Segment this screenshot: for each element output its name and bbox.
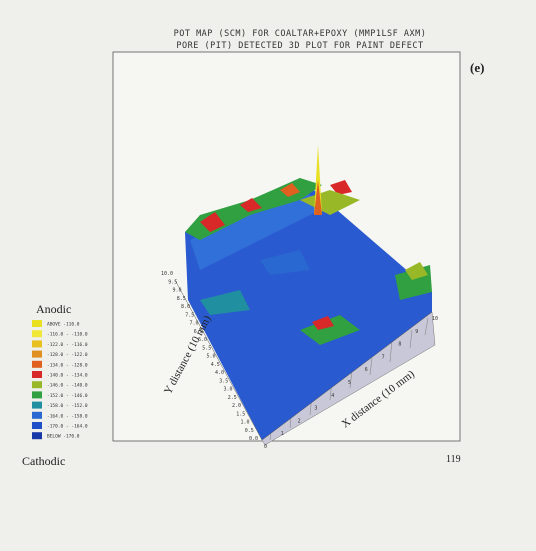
y-tick-label: 8.0 (181, 304, 190, 310)
y-tick-label: 6.0 (198, 337, 207, 343)
y-tick-label: 4.5 (211, 362, 220, 368)
legend-label: -140.0 - -134.0 (47, 373, 88, 379)
x-tick-label: 6 (365, 367, 368, 373)
x-tick-label: 8 (398, 342, 401, 348)
x-tick-label: 9 (415, 329, 418, 335)
legend-swatch (32, 401, 42, 409)
x-tick-label: 10 (432, 316, 438, 322)
page-number: 119 (446, 454, 461, 465)
x-tick-label: 2 (298, 418, 301, 424)
surface-plot (174, 145, 436, 446)
y-tick-label: 2.5 (228, 395, 237, 401)
y-tick-label: 1.5 (236, 411, 245, 417)
y-tick-label: 9.0 (172, 288, 181, 294)
y-tick-label: 5.5 (202, 345, 211, 351)
legend-swatch (32, 320, 42, 327)
y-tick-label: 3.5 (219, 378, 228, 384)
y-tick-label: 7.0 (189, 321, 198, 327)
y-tick-label: 10.0 (161, 271, 173, 277)
y-tick-label: 0.5 (245, 428, 254, 434)
y-tick-label: 0.0 (249, 436, 258, 442)
legend-label: -146.0 - -140.0 (47, 383, 88, 389)
y-tick-label: 8.5 (177, 296, 186, 302)
title-line: POT MAP (SCM) FOR COALTAR+EPOXY (MMP1LSF… (174, 29, 427, 39)
legend-label: ABOVE -110.0 (47, 322, 80, 328)
legend-swatch (32, 340, 42, 348)
y-tick-label: 1.0 (240, 420, 249, 426)
y-tick-label: 7.5 (185, 312, 194, 318)
y-tick-label: 2.0 (232, 403, 241, 409)
x-tick-label: 1 (281, 431, 284, 437)
legend-label: -170.0 - -164.0 (47, 424, 88, 430)
legend-swatch (32, 381, 42, 389)
y-tick-label: 9.5 (168, 279, 177, 285)
legend-title: Anodic (36, 302, 71, 316)
x-tick-label: 0 (264, 444, 267, 450)
x-tick-label: 3 (314, 406, 317, 412)
legend-label: -116.0 - -110.0 (47, 332, 88, 338)
x-tick-label: 4 (331, 393, 334, 399)
legend-swatch (32, 350, 42, 358)
legend-swatch (32, 432, 42, 440)
title-line: PORE (PIT) DETECTED 3D PLOT FOR PAINT DE… (176, 41, 423, 51)
legend-swatch (32, 411, 42, 419)
legend-label: -122.0 - -116.0 (47, 342, 88, 348)
legend-label: -152.0 - -146.0 (47, 393, 88, 399)
legend-label: BELOW -170.0 (47, 434, 80, 440)
legend-swatch (32, 422, 42, 429)
legend-swatch (32, 360, 42, 368)
legend-label: -158.0 - -152.0 (47, 403, 88, 409)
y-tick-label: 3.0 (223, 387, 232, 393)
legend-label: -164.0 - -158.0 (47, 413, 88, 419)
legend-swatch (32, 391, 42, 399)
y-tick-label: 5.0 (206, 354, 215, 360)
panel-label: (e) (470, 60, 484, 75)
legend-label: -134.0 - -128.0 (47, 362, 88, 368)
legend-swatch (32, 371, 42, 378)
legend-label: -128.0 - -122.0 (47, 352, 88, 358)
x-tick-label: 7 (382, 354, 385, 360)
y-tick-label: 6.5 (194, 329, 203, 335)
x-tick-label: 5 (348, 380, 351, 386)
legend-footer: Cathodic (22, 454, 65, 468)
legend-swatch (32, 330, 42, 338)
y-tick-label: 4.0 (215, 370, 224, 376)
